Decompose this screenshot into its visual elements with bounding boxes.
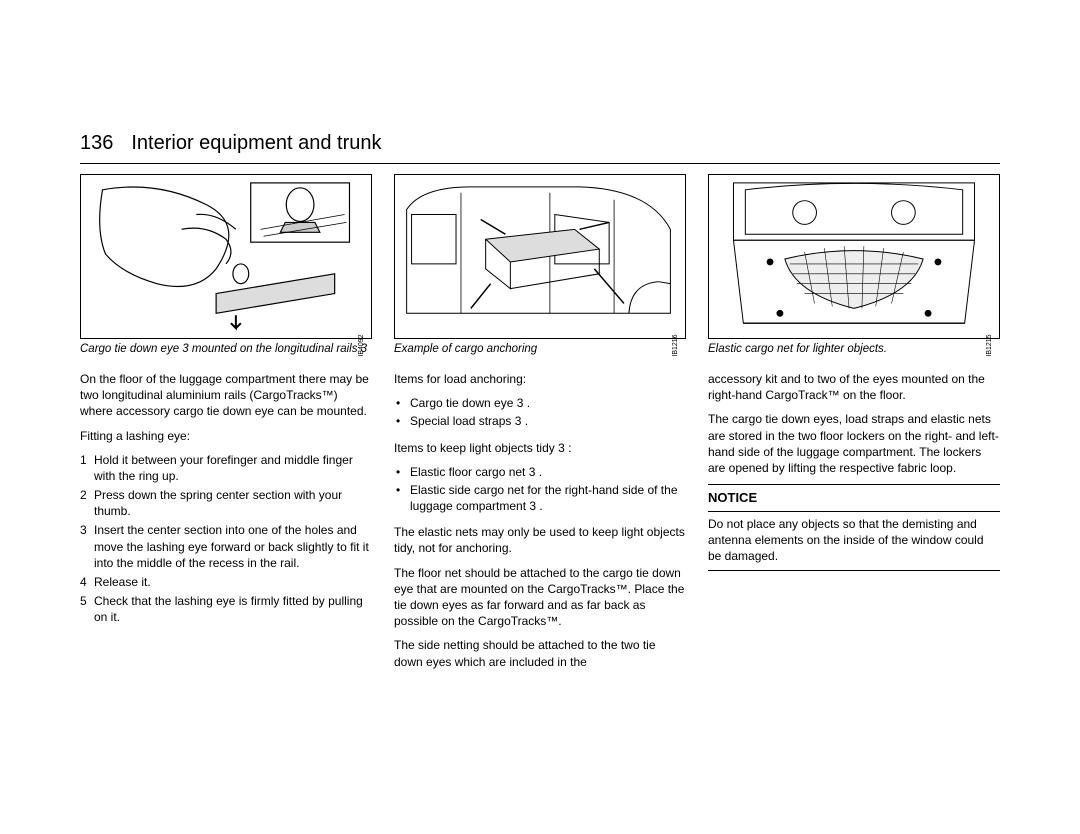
step: 4Release it. <box>80 574 372 590</box>
notice-heading: NOTICE <box>708 484 1000 512</box>
page-header: 136 Interior equipment and trunk <box>80 130 1000 164</box>
figure-id: IB1215 <box>985 334 994 356</box>
list-item: Cargo tie down eye 3 . <box>394 395 686 411</box>
figure-caption: Elastic cargo net for lighter objects. <box>708 342 1000 357</box>
column-2: IB1216 Example of cargo anchoring Items … <box>394 174 686 678</box>
figure-id: IB1216 <box>671 334 680 356</box>
figure-cargo-net: IB1215 <box>708 174 1000 339</box>
page-number: 136 <box>80 130 113 157</box>
content-columns: IB4092 Cargo tie down eye 3 mounted on t… <box>80 174 1000 678</box>
notice-body: Do not place any objects so that the dem… <box>708 516 1000 572</box>
figure-caption: Cargo tie down eye 3 mounted on the long… <box>80 342 372 357</box>
body-text: The elastic nets may only be used to kee… <box>394 524 686 556</box>
subhead: Fitting a lashing eye: <box>80 428 372 444</box>
cargo-net-illustration-icon <box>709 175 999 338</box>
step: 1Hold it between your forefinger and mid… <box>80 452 372 484</box>
column-1: IB4092 Cargo tie down eye 3 mounted on t… <box>80 174 372 678</box>
intro-text: On the floor of the luggage compartment … <box>80 371 372 420</box>
tie-down-illustration-icon <box>81 175 371 338</box>
figure-id: IB4092 <box>357 334 366 356</box>
tidy-items: Elastic floor cargo net 3 . Elastic side… <box>394 464 686 517</box>
step: 2Press down the spring center section wi… <box>80 487 372 519</box>
body-text: The floor net should be attached to the … <box>394 565 686 630</box>
anchoring-items: Cargo tie down eye 3 . Special load stra… <box>394 395 686 431</box>
figure-caption: Example of cargo anchoring <box>394 342 686 357</box>
list-head: Items to keep light objects tidy 3 : <box>394 440 686 456</box>
list-item: Elastic floor cargo net 3 . <box>394 464 686 480</box>
list-item: Elastic side cargo net for the right-han… <box>394 482 686 514</box>
cargo-anchoring-illustration-icon <box>395 175 685 338</box>
fitting-steps: 1Hold it between your forefinger and mid… <box>80 452 372 629</box>
figure-cargo-anchoring: IB1216 <box>394 174 686 339</box>
body-text: The side netting should be attached to t… <box>394 637 686 669</box>
column-3: IB1215 Elastic cargo net for lighter obj… <box>708 174 1000 678</box>
section-title: Interior equipment and trunk <box>131 130 381 157</box>
figure-tie-down-eye: IB4092 <box>80 174 372 339</box>
list-head: Items for load anchoring: <box>394 371 686 387</box>
body-text: accessory kit and to two of the eyes mou… <box>708 371 1000 403</box>
step: 5Check that the lashing eye is firmly fi… <box>80 593 372 625</box>
step: 3Insert the center section into one of t… <box>80 522 372 571</box>
list-item: Special load straps 3 . <box>394 413 686 429</box>
body-text: The cargo tie down eyes, load straps and… <box>708 411 1000 476</box>
